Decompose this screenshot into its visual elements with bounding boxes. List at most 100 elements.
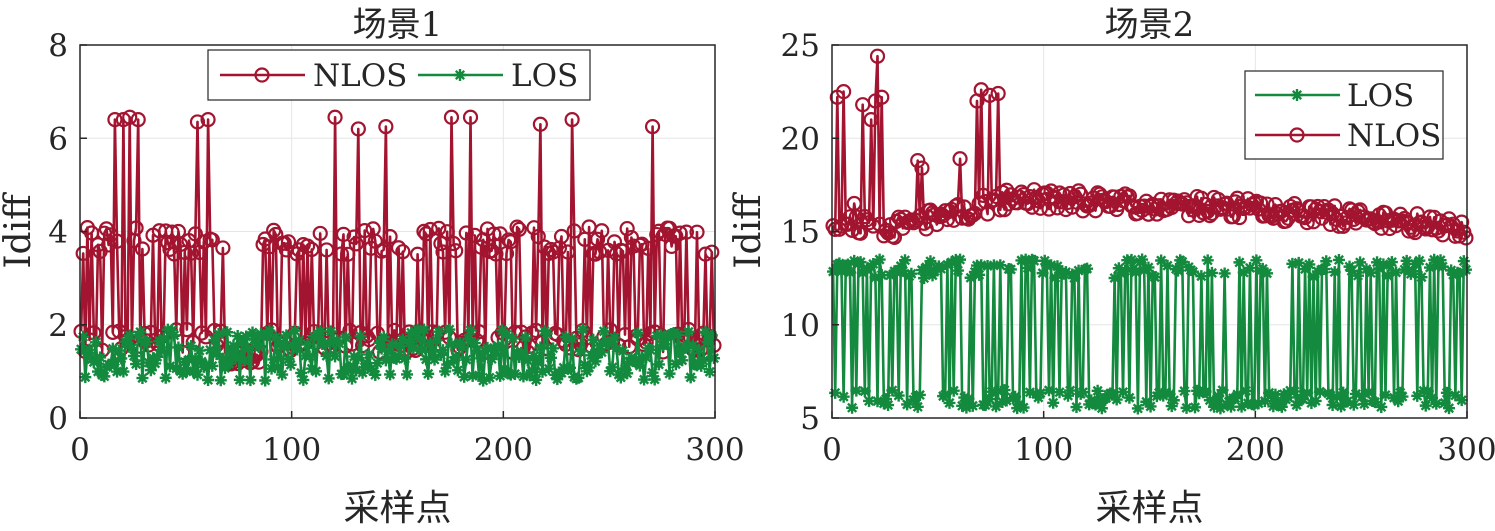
data-point — [483, 371, 496, 384]
data-point — [1106, 387, 1119, 400]
data-point — [358, 361, 371, 374]
legend-label: LOS — [511, 58, 578, 94]
data-point — [477, 374, 490, 387]
data-point — [350, 121, 366, 137]
data-point — [547, 342, 560, 355]
data-point — [415, 343, 428, 356]
data-point — [1392, 395, 1405, 408]
data-point — [183, 353, 196, 366]
data-point — [566, 332, 579, 345]
chart-scene-2: 5 10 15 20 25 0 100 200 300 场景2 采样点 Idiff LOS NLO… — [728, 5, 1495, 529]
data-point — [462, 332, 475, 345]
y-tick-label: 4 — [48, 215, 68, 251]
data-point — [242, 342, 255, 355]
data-point — [638, 373, 651, 386]
data-point — [985, 385, 998, 398]
data-point — [678, 224, 695, 240]
data-point — [606, 361, 619, 374]
data-point — [216, 352, 229, 365]
data-point — [295, 366, 308, 379]
data-point — [94, 351, 107, 364]
data-point — [1163, 388, 1176, 401]
data-point — [271, 361, 284, 374]
data-point — [623, 229, 639, 246]
data-point — [843, 266, 856, 279]
data-point — [303, 350, 316, 363]
data-point — [1034, 387, 1047, 400]
data-point — [667, 326, 680, 339]
data-point — [1440, 386, 1453, 399]
data-point — [1186, 265, 1199, 278]
data-point — [210, 348, 223, 361]
data-point — [149, 357, 162, 370]
data-point — [157, 332, 170, 345]
data-point — [1394, 386, 1407, 399]
data-point — [544, 351, 557, 364]
data-point — [1093, 397, 1106, 410]
data-point — [663, 367, 676, 380]
data-point — [411, 323, 424, 336]
data-point — [1233, 256, 1246, 269]
data-point — [1351, 269, 1364, 282]
y-tick-label: 8 — [48, 28, 68, 64]
data-point — [964, 271, 977, 284]
data-point — [410, 246, 426, 262]
data-point — [379, 354, 392, 367]
data-point — [669, 358, 682, 371]
data-point — [671, 328, 684, 341]
data-point — [348, 350, 361, 363]
data-point — [1313, 385, 1326, 398]
data-point — [498, 362, 511, 375]
data-point — [357, 222, 373, 239]
data-point — [356, 366, 369, 379]
data-point — [215, 240, 231, 256]
data-point — [248, 333, 261, 346]
data-point — [418, 226, 434, 242]
data-point — [1125, 253, 1138, 266]
data-point — [943, 396, 956, 409]
data-point — [1239, 384, 1252, 397]
data-point — [108, 355, 121, 368]
data-point — [1070, 401, 1083, 414]
data-point — [437, 344, 450, 357]
data-point — [1332, 253, 1345, 266]
data-point — [200, 111, 216, 128]
data-point — [1345, 264, 1358, 277]
data-point — [951, 264, 964, 277]
data-point — [1385, 256, 1398, 269]
data-point — [1413, 254, 1426, 267]
data-point — [335, 226, 352, 242]
data-point — [443, 323, 456, 336]
data-point — [863, 394, 876, 407]
data-point — [178, 355, 191, 368]
data-point — [509, 219, 525, 235]
data-point — [1290, 399, 1303, 412]
data-point — [318, 242, 335, 258]
data-point — [1286, 257, 1299, 270]
data-point — [962, 392, 975, 405]
data-point — [333, 337, 346, 350]
data-point — [193, 344, 206, 357]
data-point — [337, 368, 350, 381]
data-point — [369, 368, 382, 381]
data-point — [1337, 386, 1350, 399]
y-tick-label: 10 — [781, 308, 820, 344]
data-point — [445, 338, 458, 351]
data-point — [486, 226, 502, 242]
plot-series-2 — [825, 48, 1474, 415]
data-point — [659, 337, 672, 350]
data-point — [646, 366, 659, 379]
data-point — [1064, 384, 1077, 397]
data-point — [1042, 384, 1055, 397]
data-point — [348, 236, 364, 252]
data-point — [1195, 270, 1208, 283]
data-point — [1454, 214, 1470, 230]
data-point — [382, 229, 398, 245]
data-point — [559, 330, 572, 343]
data-point — [835, 265, 848, 278]
data-point — [896, 264, 909, 277]
data-point — [532, 356, 545, 369]
data-point — [304, 241, 320, 258]
data-point — [1379, 389, 1392, 402]
data-point — [489, 347, 502, 360]
